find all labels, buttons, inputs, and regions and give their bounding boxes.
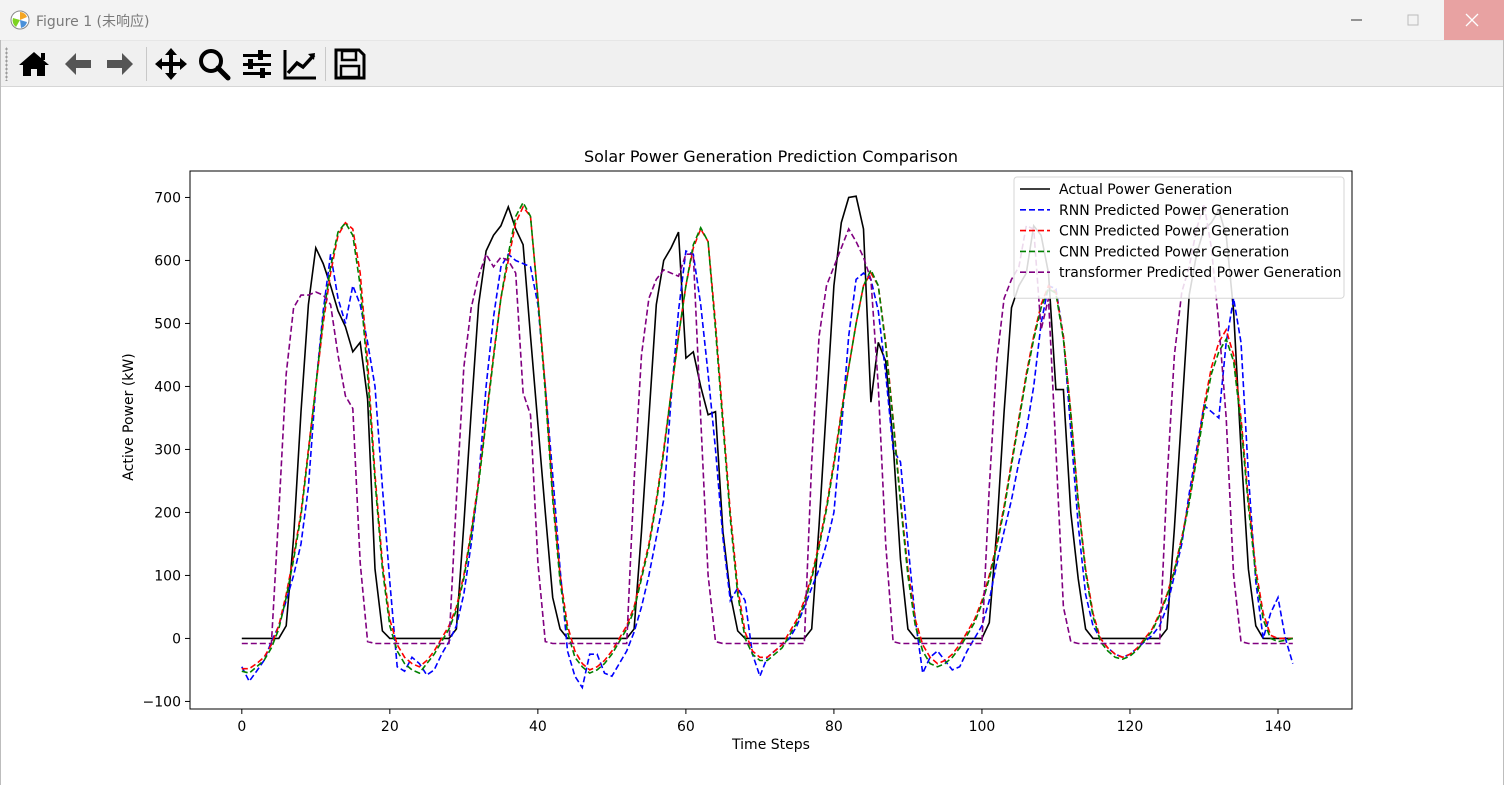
x-tick-label: 140: [1265, 719, 1292, 735]
x-axis-label: Time Steps: [731, 737, 810, 753]
move-icon: [155, 48, 187, 80]
series-line-5: [241, 203, 1293, 645]
home-button[interactable]: [15, 45, 53, 83]
y-tick-label: 200: [154, 505, 181, 521]
legend-entry-label: RNN Predicted Power Generation: [1059, 203, 1289, 219]
toolbar-separator: [325, 47, 326, 81]
y-tick-label: −100: [143, 694, 181, 710]
legend-box: [1013, 176, 1345, 299]
y-tick-label: 300: [154, 442, 181, 458]
x-tick-label: 0: [237, 719, 246, 735]
window-titlebar: Figure 1 (未响应): [0, 0, 1504, 41]
y-tick-label: 600: [154, 253, 181, 269]
home-icon: [19, 52, 49, 76]
legend-entry-label: transformer Predicted Power Generation: [1059, 265, 1342, 281]
legend-entry-label: CNN Predicted Power Generation: [1059, 224, 1289, 240]
series-line-3: [241, 205, 1293, 671]
x-tick-label: 60: [677, 719, 695, 735]
toolbar-separator: [146, 47, 147, 81]
configure-subplots-button[interactable]: [238, 45, 276, 83]
figure-canvas[interactable]: Solar Power Generation Prediction Compar…: [0, 87, 1504, 785]
y-tick-label: 0: [172, 631, 181, 647]
minimize-button[interactable]: [1327, 0, 1385, 40]
legend-entry-label: CNN Predicted Power Generation: [1059, 244, 1289, 260]
plot-frame: [189, 170, 1353, 710]
magnifier-icon: [199, 49, 231, 81]
x-tick-label: 80: [825, 719, 843, 735]
forward-button[interactable]: [101, 45, 139, 83]
minimize-icon: [1351, 19, 1362, 21]
x-tick-label: 120: [1117, 719, 1144, 735]
line-chart: Solar Power Generation Prediction Compar…: [121, 147, 1353, 753]
maximize-button[interactable]: [1385, 0, 1443, 40]
series-layer: [241, 195, 1294, 690]
zoom-button[interactable]: [195, 45, 233, 83]
y-axis-label: Active Power (kW): [121, 353, 137, 480]
back-button[interactable]: [59, 45, 97, 83]
legend-entry-label: Actual Power Generation: [1059, 182, 1232, 198]
series-line-1: [241, 195, 1293, 640]
y-tick-label: 700: [154, 190, 181, 206]
save-button[interactable]: [331, 45, 369, 83]
toolbar-grip[interactable]: [5, 47, 8, 81]
sliders-icon: [243, 50, 271, 78]
series-line-4: [241, 200, 1293, 675]
close-button[interactable]: [1444, 0, 1504, 40]
x-tick-label: 20: [381, 719, 399, 735]
series-line-2: [241, 249, 1294, 690]
chart-title: Solar Power Generation Prediction Compar…: [584, 147, 958, 166]
arrow-right-icon: [107, 53, 133, 75]
y-tick-label: 400: [154, 379, 181, 395]
y-tick-label: 100: [154, 568, 181, 584]
edit-axis-button[interactable]: [281, 45, 319, 83]
maximize-icon: [1407, 14, 1419, 26]
axes-layer: 0 20 40 60 80 100 120 140 −100 0 100 200 300 400 500 60…: [143, 170, 1353, 735]
window-title: Figure 1 (未响应): [36, 14, 150, 30]
line-chart-icon: [283, 50, 316, 80]
x-tick-label: 40: [529, 719, 547, 735]
floppy-icon: [334, 48, 366, 80]
close-icon: [1465, 13, 1479, 27]
y-tick-label: 500: [154, 316, 181, 332]
legend: Actual Power Generation RNN Predicted Pow…: [1013, 176, 1345, 299]
navigation-toolbar: [0, 41, 1504, 87]
x-tick-label: 100: [969, 719, 996, 735]
window-border-left: [0, 40, 1, 785]
app-icon: [10, 10, 30, 30]
pan-button[interactable]: [152, 45, 190, 83]
arrow-left-icon: [65, 53, 91, 75]
